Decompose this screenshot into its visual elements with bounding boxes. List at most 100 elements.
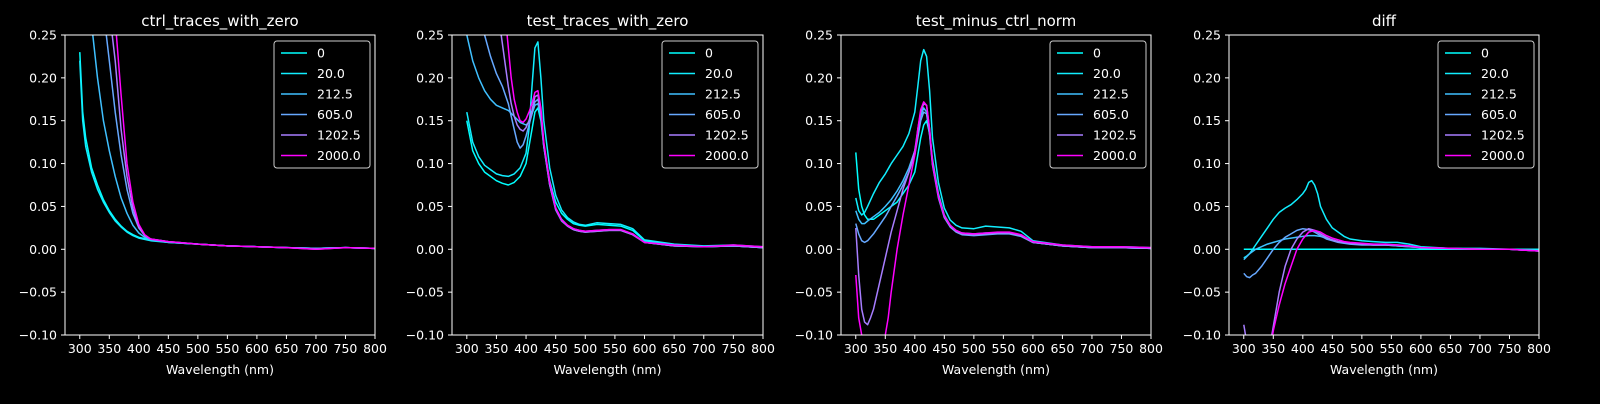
legend-label: 0 (1481, 46, 1489, 61)
series-line-5 (506, 35, 763, 248)
chart-title: test_minus_ctrl_norm (916, 12, 1077, 31)
x-tick-label: 400 (1291, 341, 1315, 356)
chart-title: ctrl_traces_with_zero (141, 12, 298, 31)
legend-label: 20.0 (705, 66, 733, 81)
series-line-5 (855, 101, 1151, 335)
x-tick-label: 700 (304, 341, 328, 356)
y-tick-label: 0.05 (805, 199, 833, 214)
y-tick-label: 0.00 (29, 242, 57, 257)
y-tick-label: −0.10 (1183, 328, 1221, 343)
legend-label: 2000.0 (1481, 148, 1525, 163)
legend-label: 1202.5 (1093, 128, 1137, 143)
chart-title: test_traces_with_zero (527, 12, 689, 31)
x-tick-label: 550 (603, 341, 627, 356)
y-tick-label: 0.15 (1193, 113, 1221, 128)
series-line-3 (1243, 227, 1539, 279)
legend: 0 20.0 212.5 605.0 1202.5 2000.0 (661, 40, 759, 169)
y-tick-label: 0.15 (29, 113, 57, 128)
y-tick-label: 0.20 (29, 70, 57, 85)
x-tick-label: 300 (455, 341, 479, 356)
series-line-1 (855, 48, 1151, 249)
x-axis-label: Wavelength (nm) (166, 362, 274, 377)
x-tick-label: 800 (363, 341, 387, 356)
series-line-3 (855, 111, 1151, 250)
x-tick-label: 350 (1261, 341, 1285, 356)
x-tick-label: 650 (274, 341, 298, 356)
x-tick-label: 450 (1320, 341, 1344, 356)
y-tick-label: 0.20 (805, 70, 833, 85)
y-tick-label: 0.25 (416, 28, 444, 43)
legend-label: 0 (705, 46, 713, 61)
x-tick-label: 650 (1050, 341, 1074, 356)
y-tick-label: 0.00 (1193, 242, 1221, 257)
x-tick-label: 500 (962, 341, 986, 356)
series-lines (1243, 179, 1539, 335)
x-tick-label: 600 (245, 341, 269, 356)
x-tick-label: 450 (544, 341, 568, 356)
legend-label: 0 (317, 46, 325, 61)
x-axis-label: Wavelength (nm) (554, 362, 662, 377)
y-tick-label: 0.10 (416, 156, 444, 171)
x-tick-label: 700 (692, 341, 716, 356)
y-tick-label: 0.25 (29, 28, 57, 43)
chart-panel-4: 300 350 400 450 500 550 600 650 700 750 800 0.25 0.2… (1183, 12, 1551, 377)
series-line-5 (1271, 229, 1539, 335)
y-tick-label: −0.10 (19, 328, 57, 343)
x-tick-label: 600 (633, 341, 657, 356)
x-tick-label: 350 (484, 341, 508, 356)
legend: 0 20.0 212.5 605.0 1202.5 2000.0 (1049, 40, 1147, 169)
legend-label: 212.5 (705, 87, 741, 102)
y-tick-label: −0.05 (19, 285, 57, 300)
legend: 0 20.0 212.5 605.0 1202.5 2000.0 (273, 40, 371, 169)
axes-frame (451, 34, 764, 336)
legend-label: 212.5 (1481, 87, 1517, 102)
x-tick-label: 350 (97, 341, 121, 356)
legend-label: 212.5 (1093, 87, 1129, 102)
x-tick-label: 750 (334, 341, 358, 356)
x-axis-label: Wavelength (nm) (942, 362, 1050, 377)
series-lines (466, 35, 763, 249)
x-tick-label: 750 (1110, 341, 1134, 356)
x-tick-label: 800 (751, 341, 775, 356)
x-tick-label: 400 (127, 341, 151, 356)
y-tick-label: 0.00 (805, 242, 833, 257)
x-tick-label: 750 (1498, 341, 1522, 356)
y-tick-label: −0.10 (406, 328, 444, 343)
x-tick-label: 750 (721, 341, 745, 356)
series-line-5 (115, 35, 375, 251)
x-tick-label: 450 (156, 341, 180, 356)
x-tick-label: 550 (1379, 341, 1403, 356)
y-tick-label: 0.10 (1193, 156, 1221, 171)
x-tick-label: 300 (1232, 341, 1256, 356)
y-tick-label: 0.10 (805, 156, 833, 171)
legend-label: 20.0 (1093, 66, 1121, 81)
x-tick-label: 700 (1080, 341, 1104, 356)
x-tick-label: 350 (873, 341, 897, 356)
x-tick-label: 550 (991, 341, 1015, 356)
axes-frame (64, 34, 376, 336)
x-tick-label: 700 (1468, 341, 1492, 356)
y-tick-label: 0.05 (29, 199, 57, 214)
x-tick-label: 500 (1350, 341, 1374, 356)
legend-label: 1202.5 (1481, 128, 1525, 143)
series-line-1 (1243, 179, 1539, 259)
series-line-1 (466, 41, 763, 248)
legend-label: 605.0 (1093, 107, 1129, 122)
y-tick-label: 0.05 (1193, 199, 1221, 214)
y-tick-label: −0.05 (406, 285, 444, 300)
x-tick-label: 650 (1438, 341, 1462, 356)
x-tick-label: 650 (662, 341, 686, 356)
legend-label: 1202.5 (705, 128, 749, 143)
chart-panel-1: 300 350 400 450 500 550 600 650 700 750 800 0.25 0.2… (19, 12, 387, 377)
legend-label: 605.0 (705, 107, 741, 122)
axes-frame (840, 34, 1152, 336)
y-tick-label: 0.15 (416, 113, 444, 128)
x-tick-label: 500 (186, 341, 210, 356)
chart-panel-2: 300 350 400 450 500 550 600 650 700 750 800 0.25 0.2… (406, 12, 775, 377)
chart-title: diff (1372, 12, 1397, 30)
x-tick-label: 550 (215, 341, 239, 356)
legend: 0 20.0 212.5 605.0 1202.5 2000.0 (1437, 40, 1535, 169)
x-tick-label: 450 (932, 341, 956, 356)
x-tick-label: 800 (1527, 341, 1551, 356)
series-lines (79, 35, 375, 251)
